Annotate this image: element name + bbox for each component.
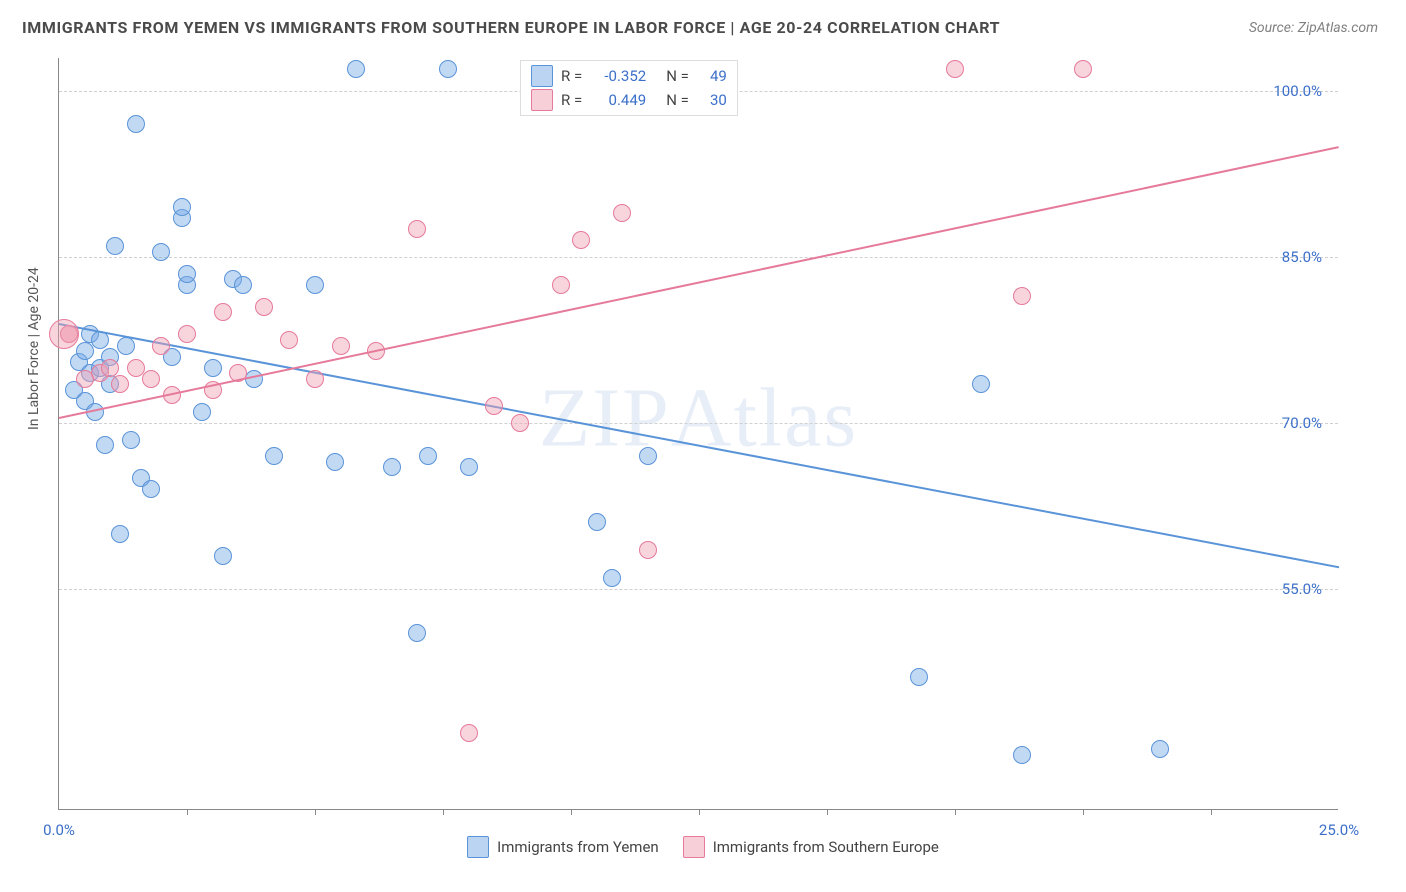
plot-area: ZIPAtlas 55.0%70.0%85.0%100.0%0.0%25.0% <box>58 58 1338 810</box>
y-tick-label: 70.0% <box>1282 414 1322 432</box>
scatter-point-yemen <box>173 198 191 216</box>
scatter-point-yemen <box>639 447 657 465</box>
scatter-point-southern-europe <box>485 397 503 415</box>
scatter-point-southern-europe <box>408 220 426 238</box>
scatter-point-southern-europe <box>332 337 350 355</box>
x-tick-mark <box>955 809 956 815</box>
scatter-point-yemen <box>460 458 478 476</box>
source-label: Source: ZipAtlas.com <box>1249 20 1378 36</box>
x-tick-mark <box>1083 809 1084 815</box>
grid-line <box>59 589 1338 590</box>
scatter-point-yemen <box>408 624 426 642</box>
legend-correlation-row: R = -0.352 N = 49 <box>531 65 727 87</box>
legend-swatch-icon <box>531 89 553 111</box>
scatter-point-large <box>49 319 79 349</box>
scatter-point-southern-europe <box>460 724 478 742</box>
scatter-point-yemen <box>588 513 606 531</box>
x-tick-mark <box>571 809 572 815</box>
scatter-point-southern-europe <box>111 375 129 393</box>
y-tick-label: 100.0% <box>1273 82 1322 100</box>
scatter-point-southern-europe <box>572 231 590 249</box>
legend-series-label: Immigrants from Southern Europe <box>713 838 939 856</box>
y-axis-label: In Labor Force | Age 20-24 <box>26 267 42 430</box>
trend-line-yemen <box>59 323 1339 568</box>
scatter-point-yemen <box>972 375 990 393</box>
scatter-point-yemen <box>603 569 621 587</box>
legend-r-label: R = <box>561 91 582 109</box>
watermark: ZIPAtlas <box>539 370 858 467</box>
x-tick-mark <box>187 809 188 815</box>
scatter-point-southern-europe <box>946 60 964 78</box>
grid-line <box>59 257 1338 258</box>
legend-n-value: 30 <box>697 91 727 109</box>
scatter-point-southern-europe <box>639 541 657 559</box>
scatter-point-southern-europe <box>214 303 232 321</box>
scatter-point-southern-europe <box>552 276 570 294</box>
scatter-point-yemen <box>234 276 252 294</box>
scatter-point-yemen <box>419 447 437 465</box>
legend-swatch-icon <box>467 836 489 858</box>
scatter-point-yemen <box>127 115 145 133</box>
legend-swatch-icon <box>683 836 705 858</box>
scatter-point-yemen <box>326 453 344 471</box>
legend-r-value: 0.449 <box>590 91 646 109</box>
x-tick-mark <box>827 809 828 815</box>
y-tick-label: 85.0% <box>1282 248 1322 266</box>
legend-series-label: Immigrants from Yemen <box>497 838 659 856</box>
scatter-point-yemen <box>1151 740 1169 758</box>
legend-n-label: N = <box>666 91 689 109</box>
scatter-point-southern-europe <box>255 298 273 316</box>
scatter-point-yemen <box>347 60 365 78</box>
scatter-point-yemen <box>383 458 401 476</box>
legend-series-item: Immigrants from Yemen <box>467 836 659 858</box>
scatter-point-yemen <box>111 525 129 543</box>
chart-container: IMMIGRANTS FROM YEMEN VS IMMIGRANTS FROM… <box>0 0 1406 892</box>
scatter-point-southern-europe <box>101 359 119 377</box>
legend-series-item: Immigrants from Southern Europe <box>683 836 939 858</box>
scatter-point-southern-europe <box>280 331 298 349</box>
legend-r-label: R = <box>561 67 582 85</box>
scatter-point-yemen <box>106 237 124 255</box>
scatter-point-yemen <box>76 342 94 360</box>
scatter-point-yemen <box>152 243 170 261</box>
scatter-point-yemen <box>204 359 222 377</box>
scatter-point-yemen <box>193 403 211 421</box>
legend-correlation: R = -0.352 N = 49 R = 0.449 N = 30 <box>520 60 738 116</box>
x-tick-mark <box>1211 809 1212 815</box>
legend-series: Immigrants from Yemen Immigrants from Sou… <box>0 836 1406 858</box>
scatter-point-yemen <box>178 265 196 283</box>
legend-correlation-row: R = 0.449 N = 30 <box>531 89 727 111</box>
scatter-point-yemen <box>96 436 114 454</box>
scatter-point-southern-europe <box>511 414 529 432</box>
scatter-point-southern-europe <box>613 204 631 222</box>
scatter-point-southern-europe <box>306 370 324 388</box>
scatter-point-yemen <box>122 431 140 449</box>
legend-n-value: 49 <box>697 67 727 85</box>
scatter-point-yemen <box>1013 746 1031 764</box>
x-tick-mark <box>443 809 444 815</box>
legend-swatch-icon <box>531 65 553 87</box>
scatter-point-southern-europe <box>1013 287 1031 305</box>
x-tick-mark <box>699 809 700 815</box>
y-tick-label: 55.0% <box>1282 580 1322 598</box>
scatter-point-southern-europe <box>142 370 160 388</box>
grid-line <box>59 423 1338 424</box>
legend-n-label: N = <box>666 67 689 85</box>
scatter-point-yemen <box>910 668 928 686</box>
scatter-point-southern-europe <box>1074 60 1092 78</box>
scatter-point-southern-europe <box>152 337 170 355</box>
scatter-point-yemen <box>306 276 324 294</box>
legend-r-value: -0.352 <box>590 67 646 85</box>
scatter-point-yemen <box>142 480 160 498</box>
scatter-point-yemen <box>439 60 457 78</box>
scatter-point-yemen <box>117 337 135 355</box>
x-tick-mark <box>315 809 316 815</box>
scatter-point-southern-europe <box>178 325 196 343</box>
chart-title: IMMIGRANTS FROM YEMEN VS IMMIGRANTS FROM… <box>22 18 1000 37</box>
scatter-point-yemen <box>265 447 283 465</box>
scatter-point-yemen <box>214 547 232 565</box>
